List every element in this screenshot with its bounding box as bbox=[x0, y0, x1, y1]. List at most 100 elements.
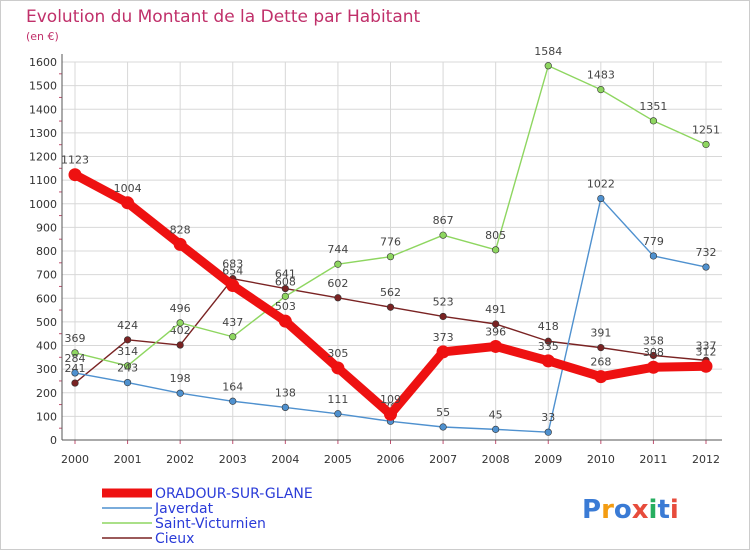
y-tick-label: 0 bbox=[50, 434, 57, 447]
data-label: 308 bbox=[643, 346, 664, 359]
data-label: 1022 bbox=[587, 178, 615, 191]
data-label: 305 bbox=[327, 347, 348, 360]
y-tick-label: 300 bbox=[36, 363, 57, 376]
data-label: 1251 bbox=[692, 123, 720, 136]
data-label: 198 bbox=[170, 372, 191, 385]
data-point bbox=[699, 359, 713, 373]
data-label: 314 bbox=[117, 345, 138, 358]
chart-title: Evolution du Montant de la Dette par Hab… bbox=[26, 7, 421, 27]
data-point bbox=[649, 351, 658, 360]
data-point bbox=[544, 62, 552, 70]
data-label: 111 bbox=[327, 393, 348, 406]
data-label: 33 bbox=[541, 411, 555, 424]
data-label: 337 bbox=[696, 339, 717, 352]
data-label: 55 bbox=[436, 406, 450, 419]
data-label: 683 bbox=[222, 258, 243, 271]
x-tick-label: 2003 bbox=[219, 453, 247, 466]
data-label: 243 bbox=[117, 362, 138, 375]
data-point bbox=[71, 379, 79, 387]
data-point bbox=[439, 423, 447, 431]
data-label: 268 bbox=[590, 356, 611, 369]
data-point bbox=[492, 246, 500, 254]
data-label: 867 bbox=[433, 214, 454, 227]
legend-label: Javerdat bbox=[154, 501, 214, 517]
data-point bbox=[123, 336, 132, 344]
series-oradour-sur-glane: 1123 1004 828 654 503 305 109 373 396 335 268 308 31… bbox=[61, 154, 717, 421]
data-point bbox=[597, 86, 605, 94]
data-point bbox=[439, 231, 447, 239]
data-point bbox=[176, 319, 184, 327]
data-point bbox=[176, 341, 184, 349]
data-point bbox=[123, 378, 132, 387]
logo-letter: r bbox=[601, 495, 614, 525]
data-label: 1123 bbox=[61, 154, 89, 167]
data-point bbox=[229, 333, 237, 341]
data-label: 744 bbox=[327, 243, 348, 256]
data-label: 1584 bbox=[534, 45, 562, 58]
x-tick-label: 2010 bbox=[587, 453, 615, 466]
data-point bbox=[334, 294, 342, 302]
data-label: 732 bbox=[696, 246, 717, 259]
series-saint-victurnien: 369 314 496 437 608 744 776 867 805 1584 1483 1351 1… bbox=[65, 45, 720, 370]
data-label: 828 bbox=[170, 223, 191, 236]
data-point bbox=[436, 345, 450, 359]
y-tick-label: 100 bbox=[36, 410, 57, 423]
data-label: 491 bbox=[485, 303, 506, 316]
logo-letter: P bbox=[582, 495, 601, 525]
data-label: 562 bbox=[380, 286, 401, 299]
y-tick-label: 1500 bbox=[29, 80, 57, 93]
x-tick-label: 2001 bbox=[114, 453, 142, 466]
data-point bbox=[386, 253, 395, 261]
x-tick-label: 2002 bbox=[166, 453, 194, 466]
x-tick-label: 2006 bbox=[377, 453, 405, 466]
data-point bbox=[278, 314, 292, 328]
data-label: 805 bbox=[485, 229, 506, 242]
data-label: 523 bbox=[433, 295, 454, 308]
x-tick-label: 2000 bbox=[61, 453, 89, 466]
data-point bbox=[71, 349, 79, 357]
data-point bbox=[68, 168, 82, 182]
data-label: 396 bbox=[485, 325, 506, 338]
y-tick-label: 800 bbox=[36, 245, 57, 258]
y-tick-label: 900 bbox=[36, 221, 57, 234]
data-point bbox=[489, 339, 503, 353]
data-point bbox=[281, 292, 289, 300]
legend: ORADOUR-SUR-GLANEJaverdatSaint-Victurnie… bbox=[102, 486, 313, 547]
y-tick-label: 700 bbox=[36, 269, 57, 282]
data-point bbox=[281, 403, 289, 411]
data-point bbox=[439, 312, 447, 321]
data-label: 503 bbox=[275, 300, 296, 313]
data-point bbox=[541, 354, 555, 368]
x-tick-label: 2012 bbox=[692, 453, 720, 466]
y-tick-label: 1300 bbox=[29, 127, 57, 140]
data-point bbox=[649, 117, 658, 125]
data-point bbox=[702, 140, 710, 149]
legend-label: ORADOUR-SUR-GLANE bbox=[155, 486, 313, 502]
x-tick-label: 2009 bbox=[534, 453, 562, 466]
y-tick-label: 600 bbox=[36, 292, 57, 305]
x-tick-label: 2004 bbox=[271, 453, 299, 466]
proxiti-logo: Proxiti bbox=[582, 495, 679, 525]
data-label: 312 bbox=[696, 345, 717, 358]
logo-text: Proxiti bbox=[582, 495, 679, 525]
data-point bbox=[544, 428, 552, 436]
data-label: 284 bbox=[65, 352, 86, 365]
y-tick-label: 1000 bbox=[29, 198, 57, 211]
data-label: 608 bbox=[275, 275, 296, 288]
data-point bbox=[226, 278, 240, 292]
y-tick-label: 1600 bbox=[29, 56, 57, 69]
logo-letter: t bbox=[657, 495, 669, 525]
data-point bbox=[649, 252, 658, 260]
legend-label: Cieux bbox=[155, 531, 194, 547]
logo-letter: i bbox=[649, 495, 658, 525]
data-label: 641 bbox=[275, 268, 296, 281]
data-point bbox=[492, 320, 500, 328]
data-label: 437 bbox=[222, 316, 243, 329]
data-label: 602 bbox=[327, 277, 348, 290]
data-label: 1351 bbox=[639, 100, 667, 113]
